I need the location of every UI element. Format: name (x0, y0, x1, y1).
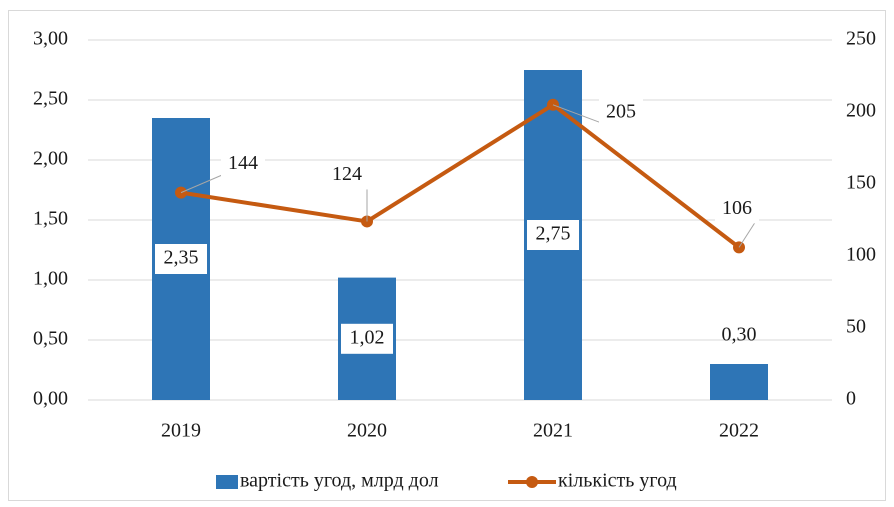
data-label: 205 (606, 100, 636, 122)
y2-tick-label: 200 (846, 100, 876, 122)
data-label-box (715, 195, 759, 224)
data-label: 106 (722, 197, 752, 219)
data-label: 124 (332, 163, 362, 185)
y-tick-label: 1,00 (33, 268, 68, 290)
legend-label: вартість угод, млрд дол (240, 470, 439, 492)
data-label: 144 (228, 152, 258, 174)
y-tick-label: 2,50 (33, 88, 68, 110)
data-label-box (341, 323, 393, 354)
data-label-box (599, 98, 643, 127)
data-label-box (221, 150, 265, 179)
y-tick-label: 0,50 (33, 328, 68, 350)
data-label: 1,02 (350, 326, 385, 348)
y2-tick-label: 0 (846, 388, 856, 410)
bar (710, 364, 768, 400)
y-tick-label: 3,00 (33, 28, 68, 50)
x-tick-label: 2022 (719, 420, 759, 442)
y2-tick-label: 100 (846, 244, 876, 266)
data-label-box (325, 161, 369, 190)
y2-tick-label: 150 (846, 172, 876, 194)
leader-line (552, 104, 602, 124)
leader-line (180, 174, 224, 194)
data-label-box (155, 244, 207, 274)
legend-swatch (216, 475, 238, 489)
data-label: 2,75 (536, 223, 571, 245)
data-label: 0,30 (722, 324, 757, 346)
y-tick-label: 2,00 (33, 148, 68, 170)
x-tick-label: 2019 (161, 420, 201, 442)
x-tick-label: 2020 (347, 420, 387, 442)
x-tick-label: 2021 (533, 420, 573, 442)
y-tick-label: 1,50 (33, 208, 68, 230)
y-tick-label: 0,00 (33, 388, 68, 410)
line (180, 102, 741, 249)
legend-label: кількість угод (558, 470, 677, 492)
y2-tick-label: 50 (846, 316, 866, 338)
leader-line (738, 219, 758, 248)
data-label: 2,35 (164, 247, 199, 269)
legend-marker (526, 476, 538, 488)
data-label-box (527, 220, 579, 250)
y2-tick-label: 250 (846, 28, 876, 50)
